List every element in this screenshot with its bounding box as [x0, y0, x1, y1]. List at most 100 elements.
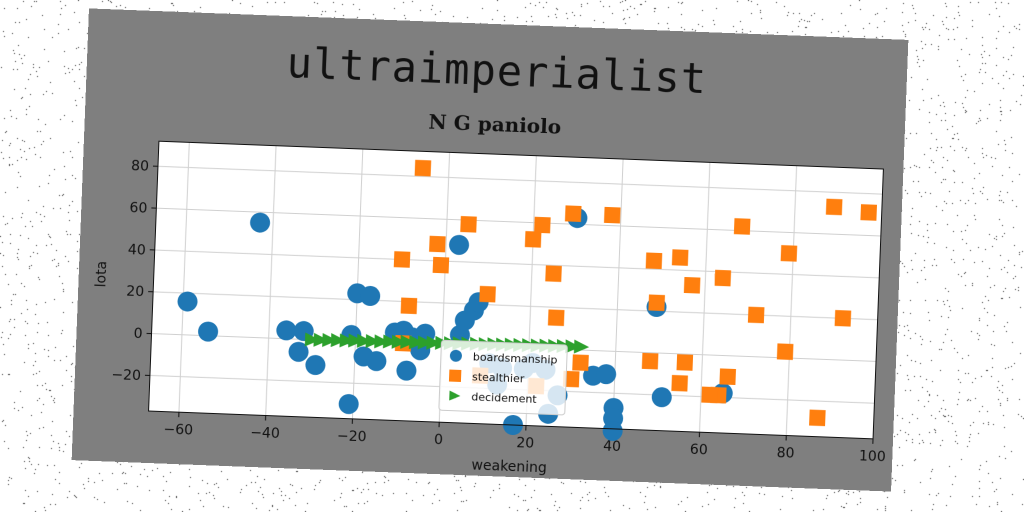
point-boardsmanship [198, 321, 219, 342]
point-stealthier [825, 198, 843, 216]
point-stealthier [641, 352, 659, 370]
point-stealthier [780, 245, 798, 262]
point-stealthier [479, 285, 496, 303]
x-tick-label: −60 [163, 422, 193, 439]
point-decidement [322, 332, 338, 347]
legend-box [438, 339, 568, 416]
plot-area [148, 141, 884, 439]
point-stealthier [400, 297, 418, 315]
point-stealthier [645, 252, 663, 270]
x-gridline [265, 145, 277, 416]
y-gridline [157, 165, 883, 195]
point-stealthier [676, 354, 694, 371]
figure-card: ultraimperialist N G paniolo −60 −40 −20 0 2… [71, 8, 909, 492]
point-decidement [565, 339, 581, 354]
point-stealthier [648, 294, 665, 312]
point-stealthier [545, 265, 562, 282]
x-tick-label: 0 [434, 432, 444, 448]
point-stealthier [733, 218, 751, 235]
point-stealthier [414, 159, 432, 177]
point-stealthier [429, 235, 446, 253]
x-tick-label: −20 [337, 428, 367, 445]
scatter-chart: −60 −40 −20 0 20 40 60 80 100 −20 0 20 40 60 80 weakeni… [93, 140, 886, 476]
legend-marker [448, 369, 462, 382]
point-stealthier [432, 256, 450, 274]
y-gridline [156, 207, 881, 237]
point-stealthier [809, 409, 826, 427]
x-gridline [785, 165, 798, 436]
y-tick-label: 20 [126, 284, 144, 301]
point-stealthier [524, 231, 542, 248]
plot-points [177, 159, 877, 441]
point-boardsmanship [396, 360, 417, 381]
y-tick-label: 0 [133, 326, 143, 342]
point-decidement [365, 334, 381, 349]
legend-label: decidement [471, 390, 538, 406]
point-decidement [417, 335, 433, 350]
legend: boardsmanship stealthier decidement [438, 339, 568, 416]
x-tick-label: −40 [250, 425, 280, 442]
y-tick-label: 40 [128, 242, 146, 259]
x-tick-label: 100 [859, 448, 886, 465]
point-decidement [313, 332, 329, 347]
point-stealthier [747, 306, 765, 324]
point-boardsmanship [449, 234, 470, 255]
point-boardsmanship [602, 420, 623, 441]
point-stealthier [834, 309, 852, 327]
x-gridline [699, 162, 711, 433]
point-boardsmanship [596, 364, 617, 385]
x-gridline [612, 159, 624, 429]
y-gridline [154, 249, 880, 279]
point-boardsmanship [360, 285, 381, 306]
point-boardsmanship [177, 291, 198, 312]
point-decidement [382, 334, 399, 349]
point-decidement [356, 333, 373, 348]
point-decidement [400, 334, 416, 349]
x-tick-label: 60 [690, 442, 708, 459]
point-stealthier [547, 309, 565, 327]
point-boardsmanship [338, 394, 359, 415]
point-stealthier [460, 216, 477, 233]
point-decidement [573, 339, 590, 354]
point-stealthier [714, 269, 732, 287]
y-tick-label: 80 [131, 158, 149, 175]
point-stealthier [393, 251, 411, 268]
legend-marker [449, 390, 461, 401]
point-stealthier [564, 205, 582, 222]
x-tick-label: 20 [516, 435, 534, 452]
x-axis-label: weakening [471, 457, 547, 476]
point-decidement [408, 335, 425, 350]
point-stealthier [776, 343, 794, 360]
point-decidement [426, 335, 442, 350]
x-tick-label: 40 [603, 438, 621, 455]
point-decidement [339, 333, 355, 348]
point-decidement [391, 334, 407, 349]
point-stealthier [860, 204, 877, 221]
y-tick-label: −20 [111, 367, 141, 384]
point-decidement [374, 334, 390, 349]
point-boardsmanship [305, 355, 326, 376]
point-boardsmanship [250, 212, 271, 233]
legend-marker [449, 349, 462, 362]
legend-label: stealthier [472, 370, 525, 385]
point-stealthier [701, 386, 718, 404]
point-stealthier [683, 276, 701, 294]
point-boardsmanship [288, 341, 309, 362]
y-tick-label: 60 [129, 200, 147, 217]
plot-frame [148, 140, 884, 440]
point-boardsmanship [366, 351, 387, 372]
point-stealthier [603, 206, 621, 224]
x-tick-label: 80 [776, 445, 794, 462]
point-stealthier [671, 249, 689, 266]
x-gridline [178, 142, 190, 413]
y-axis-label: lota [93, 261, 110, 288]
point-boardsmanship [651, 387, 672, 408]
point-decidement [304, 332, 321, 347]
point-stealthier [572, 354, 589, 371]
point-decidement [330, 333, 347, 348]
point-boardsmanship [276, 320, 297, 341]
point-stealthier [562, 370, 580, 388]
point-stealthier [671, 374, 688, 392]
point-decidement [348, 333, 364, 348]
legend-label: boardsmanship [473, 350, 558, 366]
